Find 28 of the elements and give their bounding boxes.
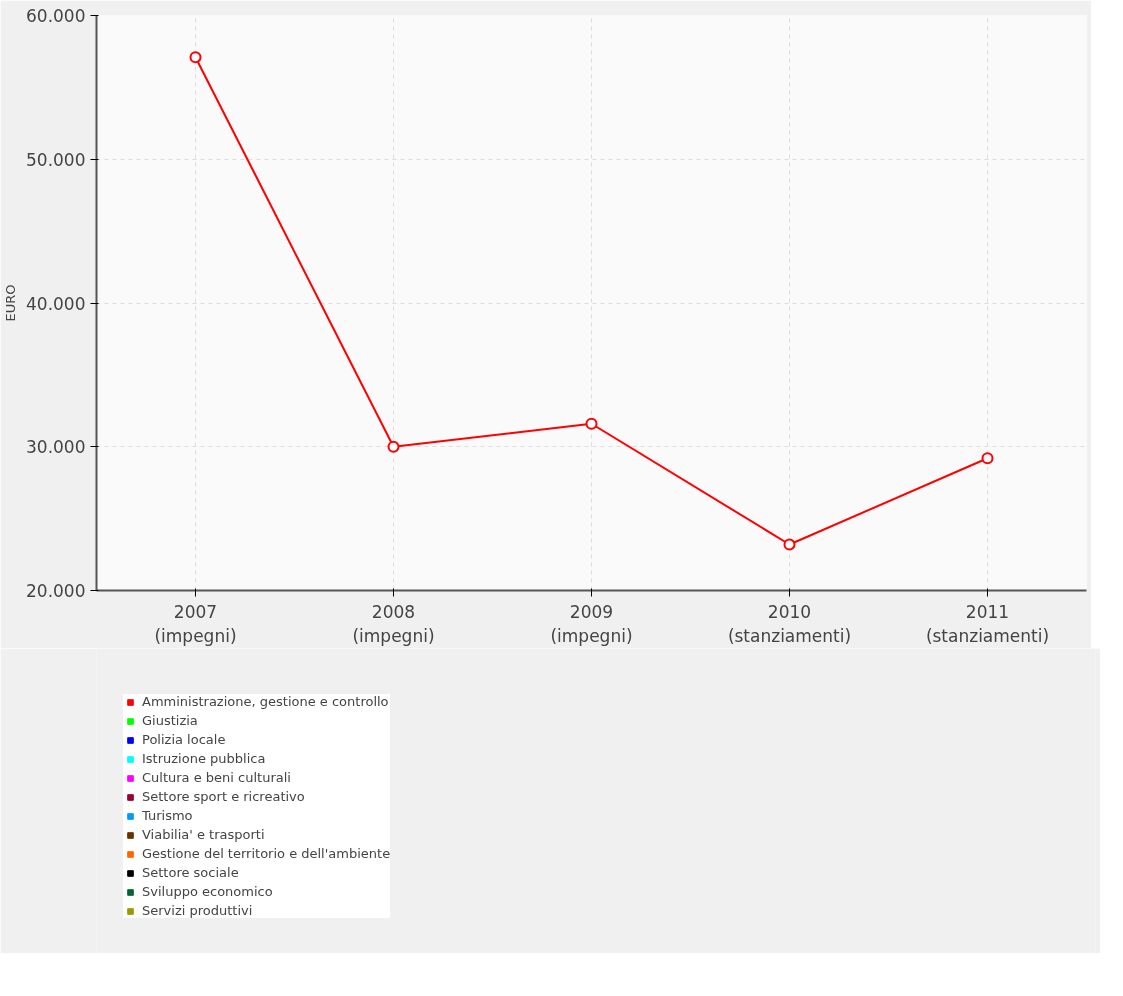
x-tick-label: 2007 (impegni) (154, 601, 237, 646)
point (189, 51, 202, 64)
y-tick-label: 40.000 (26, 293, 86, 314)
legend-label: Polizia locale (142, 732, 226, 747)
y-tick-label: 60.000 (26, 6, 86, 26)
legend-label: Viabilia' e trasporti (142, 827, 265, 842)
legend-label: Settore sociale (142, 865, 239, 880)
y-tick-label: 20.000 (26, 581, 86, 601)
y-tick-label: 30.000 (26, 437, 86, 458)
legend-label: Giustizia (142, 713, 198, 728)
legend-label: Gestione del territorio e dell'ambiente (142, 846, 391, 861)
legend-label: Settore sport e ricreativo (142, 789, 305, 804)
legend-label: Sviluppo economico (142, 884, 273, 899)
y-axis-title: EURO (3, 284, 19, 322)
x-tick-label: 2009 (impegni) (550, 601, 633, 646)
x-tick-label: 2010 (stanziamenti) (727, 601, 852, 646)
legend-label: Istruzione pubblica (142, 751, 266, 766)
point (981, 452, 994, 465)
legend-label: Cultura e beni culturali (142, 770, 291, 785)
legend-label: Amministrazione, gestione e controllo (142, 694, 389, 709)
point (783, 538, 796, 551)
y-tick-label: 50.000 (26, 149, 86, 170)
x-tick-label: 2008 (impegni) (352, 601, 435, 646)
point (387, 440, 400, 453)
point (585, 417, 598, 430)
x-tick-label: 2011 (stanziamenti) (925, 601, 1050, 646)
legend-label: Servizi produttivi (142, 903, 253, 918)
legend-label: Turismo (142, 808, 193, 823)
